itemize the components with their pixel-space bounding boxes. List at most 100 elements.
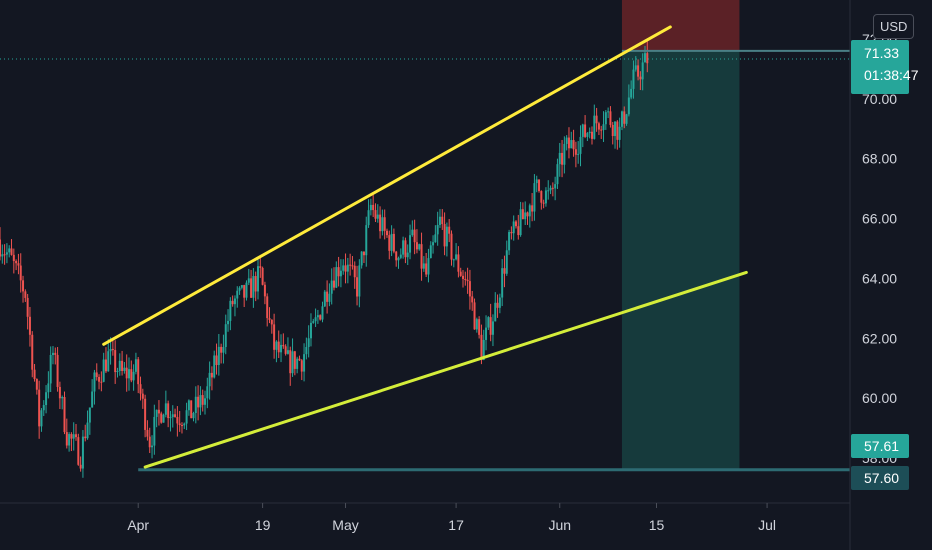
candle-body bbox=[639, 76, 642, 80]
candle-body bbox=[312, 321, 315, 323]
candle-body bbox=[623, 111, 626, 124]
candle-body bbox=[286, 350, 289, 354]
candle-body bbox=[72, 434, 75, 439]
candle-body bbox=[213, 355, 216, 378]
candle-body bbox=[480, 334, 483, 360]
candle-body bbox=[49, 354, 52, 384]
candle-body bbox=[637, 65, 640, 77]
candle-body bbox=[116, 371, 119, 373]
candle-body bbox=[243, 285, 246, 298]
candle-body bbox=[102, 359, 105, 382]
candle-body bbox=[512, 221, 515, 234]
candle-body bbox=[233, 298, 236, 305]
candle-body bbox=[482, 339, 485, 360]
candle-body bbox=[250, 278, 253, 298]
candle-body bbox=[15, 261, 18, 264]
candle-body bbox=[123, 367, 126, 371]
candle-body bbox=[422, 263, 425, 269]
candle-body bbox=[356, 277, 359, 297]
candle-body bbox=[494, 302, 497, 322]
current-price-value: 71.33 bbox=[864, 45, 899, 61]
candle-body bbox=[192, 413, 195, 419]
candle-body bbox=[104, 359, 107, 372]
entry-price-value: 57.60 bbox=[864, 470, 899, 486]
candle-body bbox=[409, 235, 412, 253]
candle-body bbox=[56, 354, 59, 387]
candle-body bbox=[291, 351, 294, 374]
candle-body bbox=[646, 53, 649, 64]
candle-body bbox=[351, 265, 354, 267]
candle-body bbox=[185, 410, 188, 424]
candle-body bbox=[77, 437, 80, 465]
candle-body bbox=[141, 393, 144, 399]
candle-body bbox=[535, 179, 538, 184]
candle-body bbox=[35, 379, 38, 390]
candle-body bbox=[153, 416, 156, 446]
candle-body bbox=[425, 263, 428, 275]
candle-body bbox=[300, 360, 303, 372]
candle-body bbox=[314, 317, 317, 322]
candle-body bbox=[280, 344, 283, 353]
candle-body bbox=[584, 124, 587, 137]
candle-body bbox=[68, 434, 71, 446]
candle-body bbox=[558, 152, 561, 165]
candle-body bbox=[245, 282, 248, 298]
candle-body bbox=[540, 191, 543, 203]
candle-body bbox=[528, 205, 531, 217]
candle-body bbox=[432, 242, 435, 246]
candle-body bbox=[204, 398, 207, 405]
candle-body bbox=[63, 397, 66, 433]
candle-body bbox=[388, 235, 391, 251]
candle-body bbox=[574, 149, 577, 155]
candle-body bbox=[118, 360, 121, 372]
candle-body bbox=[385, 230, 388, 236]
candle-body bbox=[252, 276, 255, 298]
trendlines[interactable] bbox=[102, 25, 748, 469]
candle-body bbox=[625, 114, 628, 124]
candle-body bbox=[415, 242, 418, 250]
candle-body bbox=[127, 369, 130, 379]
candle-body bbox=[643, 53, 646, 63]
candle-body bbox=[86, 422, 89, 439]
currency-badge[interactable]: USD bbox=[873, 14, 915, 39]
time-axis[interactable]: Apr 19 May 17 Jun 15 Jul bbox=[127, 503, 776, 533]
candle-body bbox=[100, 381, 103, 383]
candle-body bbox=[462, 275, 465, 279]
candle-body bbox=[178, 423, 181, 426]
candle-body bbox=[247, 278, 250, 283]
candle-body bbox=[201, 395, 204, 405]
candle-body bbox=[526, 212, 529, 217]
candle-body bbox=[220, 346, 223, 353]
candle-body bbox=[339, 270, 342, 277]
candle-body bbox=[634, 65, 637, 70]
candle-body bbox=[349, 264, 352, 266]
candle-body bbox=[275, 341, 278, 350]
candle-body bbox=[146, 429, 149, 437]
candle-body bbox=[362, 251, 365, 256]
candle-body bbox=[222, 346, 225, 353]
candle-body bbox=[360, 251, 363, 266]
candle-body bbox=[24, 291, 27, 298]
candle-body bbox=[316, 315, 319, 318]
price-tick-label: 68.00 bbox=[862, 151, 897, 167]
candle-body bbox=[614, 121, 617, 137]
time-tick-label: Jul bbox=[758, 517, 776, 533]
candle-body bbox=[93, 372, 96, 392]
candle-body bbox=[496, 302, 499, 308]
candle-body bbox=[353, 265, 356, 278]
candle-body bbox=[70, 434, 73, 439]
candle-body bbox=[374, 210, 377, 219]
candle-body bbox=[180, 425, 183, 427]
candle-body bbox=[627, 97, 630, 115]
candle-body bbox=[88, 407, 91, 423]
candle-body bbox=[164, 403, 167, 415]
candle-body bbox=[109, 348, 112, 352]
candle-body bbox=[519, 209, 522, 236]
time-tick-label: 17 bbox=[448, 517, 464, 533]
candle-body bbox=[503, 268, 506, 274]
candle-body bbox=[10, 248, 13, 255]
candle-body bbox=[256, 266, 259, 292]
candle-body bbox=[197, 396, 200, 408]
